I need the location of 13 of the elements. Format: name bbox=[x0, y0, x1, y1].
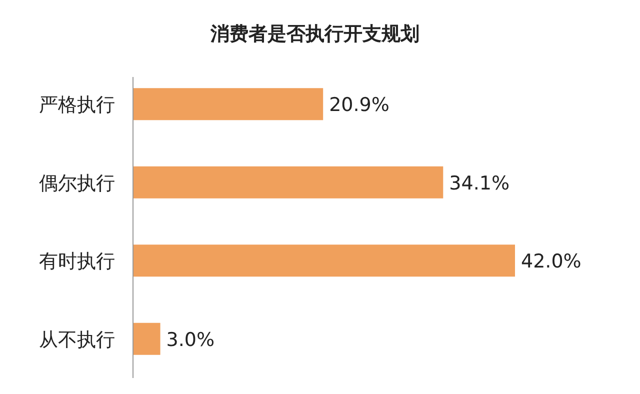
y-tick-label: 偶尔执行 bbox=[39, 172, 115, 194]
bar bbox=[133, 322, 160, 355]
y-tick-label: 从不执行 bbox=[39, 328, 115, 351]
bar bbox=[133, 166, 444, 198]
y-tick-label: 有时执行 bbox=[39, 250, 115, 273]
bar bbox=[133, 88, 324, 120]
data-label: 3.0% bbox=[166, 328, 215, 351]
data-label: 42.0% bbox=[521, 250, 582, 273]
bar bbox=[133, 244, 515, 277]
data-label: 34.1% bbox=[449, 172, 510, 194]
data-label: 20.9% bbox=[329, 94, 390, 116]
y-tick-label: 严格执行 bbox=[39, 94, 115, 116]
chart-title: 消费者是否执行开支规划 bbox=[210, 23, 420, 45]
